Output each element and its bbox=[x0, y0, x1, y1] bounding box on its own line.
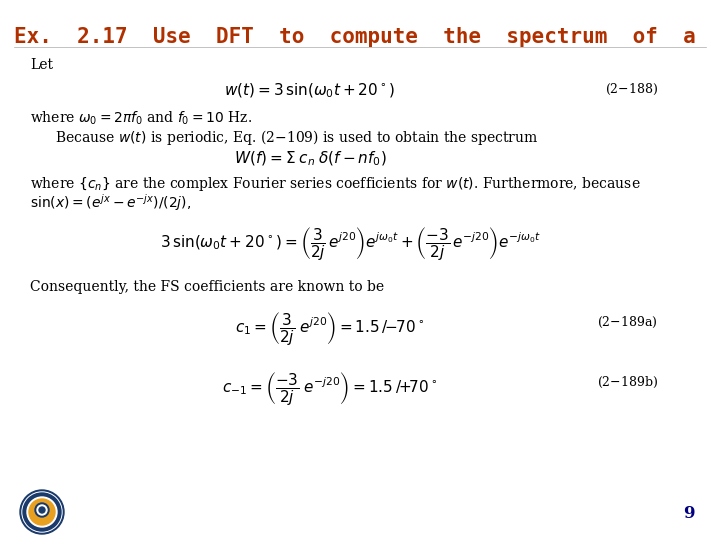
Circle shape bbox=[37, 505, 47, 515]
Text: Let: Let bbox=[30, 58, 53, 72]
Text: where $\omega_0 = 2\pi f_0$ and $f_0 = 10$ Hz.: where $\omega_0 = 2\pi f_0$ and $f_0 = 1… bbox=[30, 110, 252, 127]
Text: $W(f) = \Sigma\; c_n\; \delta(f - nf_0)$: $W(f) = \Sigma\; c_n\; \delta(f - nf_0)$ bbox=[233, 150, 387, 168]
Circle shape bbox=[39, 507, 45, 513]
Text: $\mathrm{sin}(x) = (e^{jx} - e^{-jx})/(2j),$: $\mathrm{sin}(x) = (e^{jx} - e^{-jx})/(2… bbox=[30, 192, 192, 213]
Text: Consequently, the FS coefficients are known to be: Consequently, the FS coefficients are kn… bbox=[30, 280, 384, 294]
Circle shape bbox=[35, 503, 49, 517]
Circle shape bbox=[23, 493, 61, 531]
Text: $3\,\mathrm{sin}(\omega_0 t + 20^\circ) = \left(\dfrac{3}{2j}\,e^{j20}\right)e^{: $3\,\mathrm{sin}(\omega_0 t + 20^\circ) … bbox=[160, 225, 541, 262]
Text: (2$-$189b): (2$-$189b) bbox=[597, 375, 658, 390]
Text: Because $w(t)$ is periodic, Eq. (2$-$109) is used to obtain the spectrum: Because $w(t)$ is periodic, Eq. (2$-$109… bbox=[55, 128, 539, 147]
Text: Ex.  2.17  Use  DFT  to  compute  the  spectrum  of  a  Sinusoid: Ex. 2.17 Use DFT to compute the spectrum… bbox=[14, 25, 720, 47]
Text: 9: 9 bbox=[683, 505, 695, 522]
Text: $w(t) = 3\,\mathrm{sin}(\omega_0 t + 20^\circ)$: $w(t) = 3\,\mathrm{sin}(\omega_0 t + 20^… bbox=[225, 82, 395, 100]
Text: (2$-$188): (2$-$188) bbox=[605, 82, 658, 97]
Text: (2$-$189a): (2$-$189a) bbox=[598, 315, 658, 330]
Circle shape bbox=[27, 497, 57, 527]
Text: where $\{c_n\}$ are the complex Fourier series coefficients for $w(t)$. Furtherm: where $\{c_n\}$ are the complex Fourier … bbox=[30, 175, 641, 193]
Circle shape bbox=[22, 492, 62, 532]
Text: $c_1 = \left(\dfrac{3}{2j}\;e^{j20}\right) = 1.5\,/\!\!-\!\!70^\circ$: $c_1 = \left(\dfrac{3}{2j}\;e^{j20}\righ… bbox=[235, 310, 425, 347]
Circle shape bbox=[29, 499, 55, 525]
Circle shape bbox=[20, 490, 64, 534]
Text: $c_{-1} = \left(\dfrac{-3}{2j}\;e^{-j20}\right) = 1.5\,/\!\!+\!\!70^\circ$: $c_{-1} = \left(\dfrac{-3}{2j}\;e^{-j20}… bbox=[222, 370, 438, 407]
